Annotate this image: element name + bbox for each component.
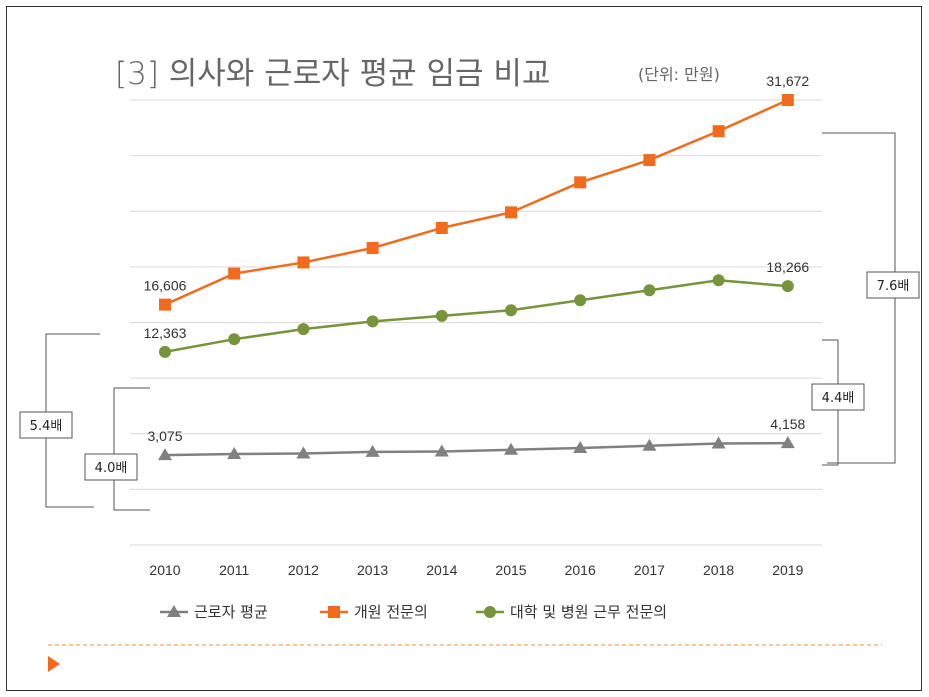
ratio-left-outer-label: 5.4배 (30, 419, 63, 434)
legend: 근로자 평균 개원 전문의 대학 및 병원 근무 전문의 (160, 603, 667, 621)
x-tick-label: 2014 (426, 562, 457, 578)
legend-label: 대학 및 병원 근무 전문의 (510, 603, 667, 621)
square-marker (505, 206, 517, 219)
legend-label: 개원 전문의 (354, 603, 428, 621)
x-tick-label: 2015 (495, 562, 526, 578)
circle-marker (228, 333, 241, 346)
square-marker (366, 241, 379, 254)
series-markers (158, 94, 795, 461)
ratio-left-inner-box (84, 453, 138, 481)
square-marker (159, 298, 171, 311)
circle-marker (712, 274, 725, 287)
ratio-right-outer-label: 7.6배 (877, 279, 910, 294)
data-label: 18,266 (766, 259, 809, 275)
x-tick-label: 2016 (565, 562, 596, 578)
triangle-marker (642, 438, 657, 451)
ratio-right-inner-box (811, 383, 865, 411)
circle-marker (505, 304, 517, 317)
x-tick-label: 2012 (288, 562, 319, 578)
x-tick-label: 2019 (772, 562, 803, 578)
series-line (164, 278, 788, 354)
x-axis-ticks: 2010 2011 2012 2013 2014 2015 2016 2017 2018 2019 (149, 562, 803, 578)
square-marker (574, 176, 587, 189)
triangle-marker (434, 444, 449, 457)
legend-circle-icon (484, 606, 496, 618)
legend-triangle-icon (167, 605, 181, 617)
triangle-marker (711, 436, 726, 449)
x-tick-label: 2017 (634, 562, 665, 578)
bullet-arrow-icon (48, 656, 60, 672)
gridlines (130, 99, 822, 546)
x-tick-label: 2011 (219, 562, 249, 578)
slide-border (6, 6, 922, 691)
triangle-marker (504, 442, 518, 455)
data-label: 3,075 (147, 428, 182, 444)
triangle-marker (365, 444, 380, 457)
square-marker (297, 256, 310, 269)
triangle-marker (227, 446, 242, 459)
ratio-right-inner-label: 4.4배 (822, 391, 855, 406)
bracket-left-inner (113, 387, 150, 511)
circle-marker (435, 309, 448, 322)
circle-marker (643, 284, 656, 297)
legend-square-icon (328, 606, 340, 618)
series-lines (164, 98, 789, 457)
chart-title: [3] 의사와 근로자 평균 임금 비교 (115, 56, 550, 92)
triangle-marker (780, 436, 795, 449)
square-marker (435, 221, 448, 234)
triangle-marker (296, 446, 311, 459)
circle-marker (781, 280, 794, 293)
ratio-left-outer-box (19, 411, 73, 439)
square-marker (228, 267, 241, 280)
ratio-left-inner-label: 4.0배 (95, 461, 128, 476)
circle-marker (159, 345, 171, 358)
square-marker (712, 125, 725, 138)
data-label: 12,363 (144, 325, 187, 341)
chart-unit-label: (단위: 만원) (638, 65, 720, 84)
circle-marker (366, 315, 379, 328)
data-labels: 3,075 4,158 16,606 31,672 12,363 18,266 (144, 73, 810, 444)
series-line (164, 98, 789, 306)
triangle-marker (158, 448, 172, 461)
circle-marker (297, 323, 310, 336)
x-tick-label: 2010 (149, 562, 180, 578)
data-label: 31,672 (766, 73, 809, 89)
data-label: 16,606 (144, 278, 187, 294)
data-label: 4,158 (770, 416, 805, 432)
square-marker (781, 94, 794, 106)
x-tick-label: 2018 (703, 562, 734, 578)
circle-marker (574, 294, 587, 307)
series-line (164, 441, 788, 457)
x-tick-label: 2013 (357, 562, 388, 578)
square-marker (643, 154, 656, 167)
ratio-brackets: 5.4배 4.0배 4.4배 7.6배 (19, 132, 920, 511)
legend-label: 근로자 평균 (194, 603, 268, 621)
ratio-right-outer-box (866, 271, 920, 299)
triangle-marker (573, 440, 588, 453)
